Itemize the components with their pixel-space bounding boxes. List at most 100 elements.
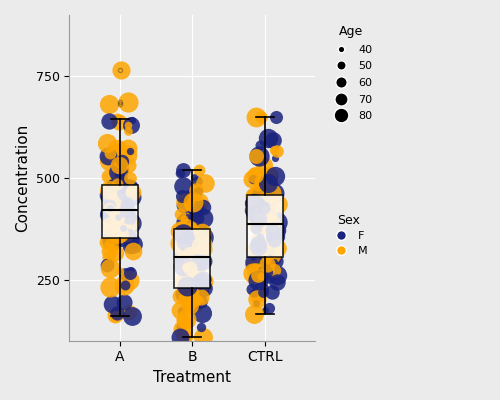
- Point: [111, 205, 119, 212]
- Point: [118, 67, 126, 73]
- Point: [176, 170, 184, 176]
- Point: [194, 166, 202, 173]
- Point: [121, 189, 129, 195]
- Point: [113, 183, 121, 190]
- Point: [122, 185, 130, 192]
- Point: [104, 173, 112, 180]
- Point: [104, 254, 112, 260]
- Point: [200, 278, 208, 284]
- Y-axis label: Concentration: Concentration: [15, 124, 30, 232]
- Point: [126, 219, 134, 226]
- Point: [256, 234, 264, 240]
- Point: [122, 230, 130, 236]
- Point: [126, 185, 134, 191]
- Point: [180, 278, 188, 285]
- Point: [190, 258, 198, 265]
- Point: [262, 196, 270, 202]
- Point: [122, 214, 130, 220]
- Point: [198, 215, 206, 222]
- Point: [200, 284, 208, 291]
- Point: [123, 221, 131, 228]
- Point: [116, 167, 124, 174]
- Point: [273, 227, 281, 234]
- Point: [256, 142, 264, 148]
- Point: [248, 254, 256, 260]
- Point: [126, 186, 134, 193]
- Point: [253, 292, 261, 299]
- Point: [123, 200, 131, 206]
- Point: [122, 229, 130, 235]
- Point: [176, 307, 184, 314]
- Point: [120, 229, 128, 236]
- Point: [176, 334, 184, 340]
- Point: [176, 211, 184, 217]
- Point: [256, 114, 264, 120]
- Point: [182, 251, 190, 258]
- Point: [256, 193, 264, 200]
- Point: [106, 264, 114, 271]
- Point: [250, 210, 258, 217]
- Point: [188, 206, 196, 212]
- Point: [114, 220, 122, 226]
- Point: [254, 276, 262, 283]
- Point: [258, 198, 266, 205]
- Point: [116, 176, 124, 182]
- Point: [124, 232, 132, 238]
- Point: [192, 265, 200, 272]
- Point: [120, 186, 128, 192]
- Point: [248, 286, 256, 292]
- Point: [178, 326, 186, 332]
- Point: [180, 316, 188, 323]
- Point: [106, 205, 114, 212]
- Point: [191, 273, 199, 280]
- Point: [127, 220, 135, 227]
- Point: [273, 245, 281, 252]
- Point: [112, 313, 120, 320]
- Point: [264, 173, 272, 180]
- Point: [272, 173, 280, 180]
- Point: [182, 276, 190, 282]
- Point: [254, 215, 262, 222]
- Point: [274, 219, 281, 225]
- Point: [182, 293, 190, 300]
- Point: [254, 244, 262, 250]
- Point: [250, 167, 258, 174]
- Point: [274, 271, 281, 278]
- Point: [268, 253, 276, 260]
- Point: [182, 316, 190, 322]
- Point: [268, 223, 276, 229]
- Point: [262, 214, 270, 221]
- Point: [248, 246, 256, 252]
- Point: [120, 285, 128, 292]
- Point: [176, 254, 184, 260]
- Point: [116, 190, 124, 196]
- Point: [180, 215, 188, 222]
- Point: [192, 187, 200, 194]
- Point: [266, 213, 274, 220]
- Point: [107, 234, 115, 241]
- Point: [177, 324, 185, 330]
- Point: [105, 205, 113, 211]
- Point: [183, 334, 191, 340]
- Point: [258, 245, 266, 252]
- Point: [112, 250, 120, 256]
- Point: [188, 252, 196, 258]
- Point: [272, 155, 280, 161]
- Point: [186, 238, 194, 244]
- Point: [185, 286, 193, 293]
- Point: [116, 158, 124, 164]
- Point: [115, 162, 123, 168]
- Point: [198, 233, 206, 239]
- Point: [250, 200, 258, 206]
- Point: [182, 225, 190, 231]
- Point: [120, 271, 128, 277]
- Point: [120, 198, 128, 205]
- Point: [200, 245, 208, 252]
- Point: [254, 272, 262, 279]
- Point: [198, 240, 206, 247]
- Point: [118, 158, 126, 164]
- Point: [128, 241, 136, 247]
- Point: [112, 198, 120, 204]
- PathPatch shape: [102, 185, 138, 238]
- Point: [186, 234, 194, 240]
